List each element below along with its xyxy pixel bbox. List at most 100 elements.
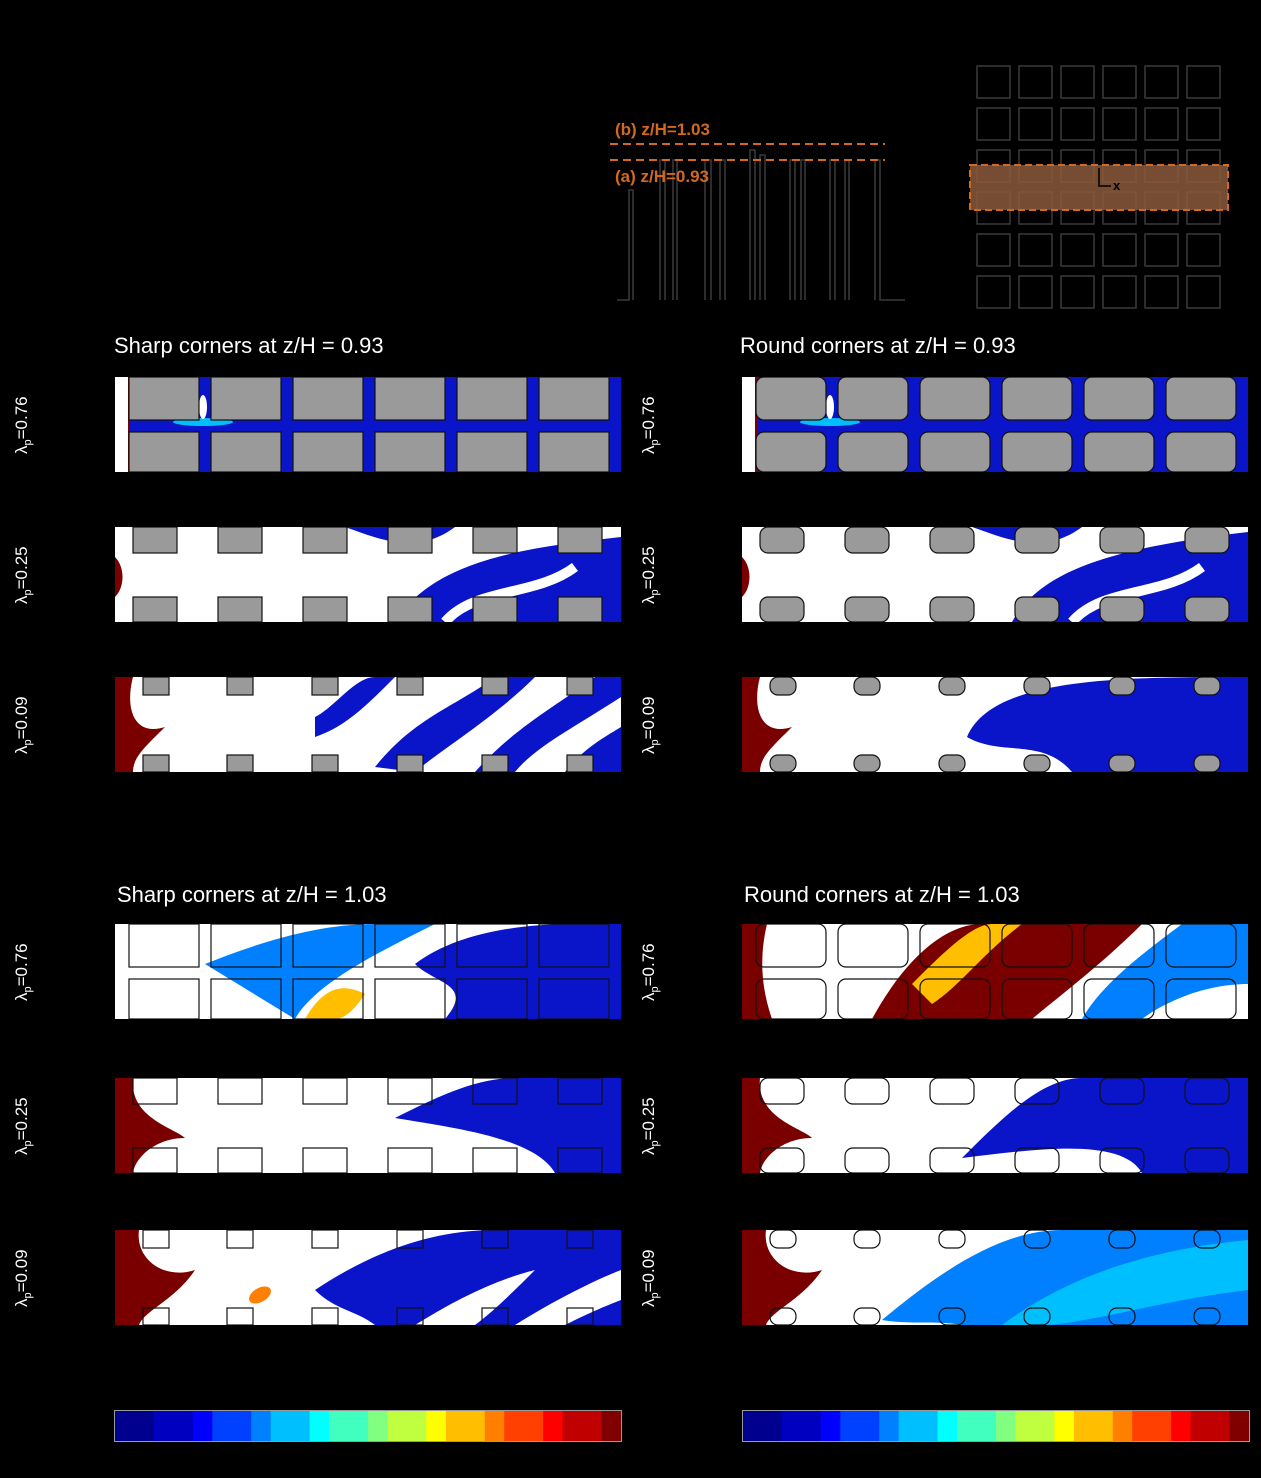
building-block <box>226 677 254 696</box>
title-sharp-b: Sharp corners at z/H = 1.03 <box>117 882 387 907</box>
contour-plot <box>115 677 621 772</box>
building-block <box>1083 978 1155 1019</box>
colorbar-swatch <box>762 1411 783 1441</box>
buildings <box>769 677 1221 772</box>
building-block <box>853 754 881 772</box>
building-block <box>472 527 518 554</box>
contour-plot <box>115 1230 621 1325</box>
contour-plot <box>115 527 621 622</box>
building-block <box>456 978 528 1019</box>
plan-building <box>1060 107 1095 141</box>
building-block <box>396 754 424 772</box>
colorbar-swatch <box>743 1411 763 1441</box>
plan-building <box>1060 233 1095 267</box>
contour-panel <box>115 1078 621 1173</box>
building-block <box>1023 1307 1051 1325</box>
colorbar-swatch <box>820 1411 841 1441</box>
colorbar-swatch <box>976 1411 997 1441</box>
plan-building <box>1186 65 1221 99</box>
colorbar-swatch <box>859 1411 880 1441</box>
building-block <box>387 1078 433 1105</box>
building-block <box>938 677 966 696</box>
colorbar-swatch <box>1054 1411 1075 1441</box>
building-block <box>938 1230 966 1249</box>
building-block <box>302 527 348 554</box>
building-block <box>755 377 827 421</box>
colorbar-swatch <box>348 1411 369 1441</box>
building-block <box>1184 527 1230 554</box>
plan-building <box>1102 65 1137 99</box>
buildings <box>142 677 594 772</box>
buildings <box>755 924 1237 1019</box>
colorbar-swatch <box>601 1411 621 1441</box>
building-block <box>472 1147 518 1173</box>
building-block <box>302 1078 348 1105</box>
building-block <box>374 377 446 421</box>
building-block <box>311 754 339 772</box>
buildings <box>759 527 1230 622</box>
building-block <box>1165 924 1237 968</box>
building-block <box>210 978 282 1019</box>
building-block <box>311 1230 339 1249</box>
plan-building <box>1102 275 1137 309</box>
colorbar-right <box>742 1410 1250 1442</box>
building-block <box>929 1147 975 1173</box>
plan-building <box>976 233 1011 267</box>
building-block <box>1108 1307 1136 1325</box>
row-label: λp=0.25 <box>11 546 35 605</box>
building-block <box>769 1307 797 1325</box>
building-block <box>837 924 909 968</box>
building-block <box>132 1147 178 1173</box>
building-block <box>1108 677 1136 696</box>
colorbar-swatch <box>1112 1411 1133 1441</box>
colorbar-swatch <box>1171 1411 1192 1441</box>
colorbar-swatch <box>898 1411 919 1441</box>
row-label: λp=0.09 <box>638 696 662 755</box>
building-block <box>538 978 610 1019</box>
slice-label-b: (b) z/H=1.03 <box>615 120 710 139</box>
building-block <box>1023 754 1051 772</box>
building-block <box>481 1307 509 1325</box>
building-block <box>396 1230 424 1249</box>
side-view-buildings <box>610 143 905 301</box>
colorbar-swatch <box>406 1411 427 1441</box>
plan-building <box>1102 233 1137 267</box>
plan-view-grid <box>969 65 1229 309</box>
building-block <box>566 677 594 696</box>
building-block <box>837 377 909 421</box>
flow-contours <box>742 924 1248 1019</box>
colorbar-swatch <box>368 1411 388 1441</box>
row-label: λp=0.25 <box>638 1097 662 1156</box>
row-label: λp=0.76 <box>11 943 35 1002</box>
building-block <box>1184 1147 1230 1173</box>
building-block <box>938 1307 966 1325</box>
building-block <box>538 924 610 968</box>
colorbar-swatch <box>781 1411 802 1441</box>
building-block <box>1083 431 1155 472</box>
colorbar-swatch <box>290 1411 311 1441</box>
colorbar-swatch <box>562 1411 583 1441</box>
plan-building <box>976 275 1011 309</box>
building-block <box>210 924 282 968</box>
building-block <box>755 431 827 472</box>
contour-panel <box>742 1078 1248 1173</box>
building-block <box>1184 1078 1230 1105</box>
building-block <box>142 1307 170 1325</box>
flow-contours <box>115 924 621 1019</box>
slice-label-a: (a) z/H=0.93 <box>615 167 710 186</box>
plan-building <box>1144 107 1179 141</box>
building-block <box>566 1307 594 1325</box>
building-block <box>142 677 170 696</box>
building-block <box>837 978 909 1019</box>
colorbar-swatch <box>231 1411 252 1441</box>
building-block <box>128 431 200 472</box>
colorbar-swatch <box>1132 1411 1153 1441</box>
buildings <box>759 1078 1230 1173</box>
buildings <box>132 527 603 622</box>
building-block <box>292 924 364 968</box>
colorbar-swatch <box>937 1411 958 1441</box>
plan-building <box>1018 107 1053 141</box>
building-block <box>1099 1078 1145 1105</box>
building-block <box>292 377 364 421</box>
colorbar-swatch <box>582 1411 603 1441</box>
